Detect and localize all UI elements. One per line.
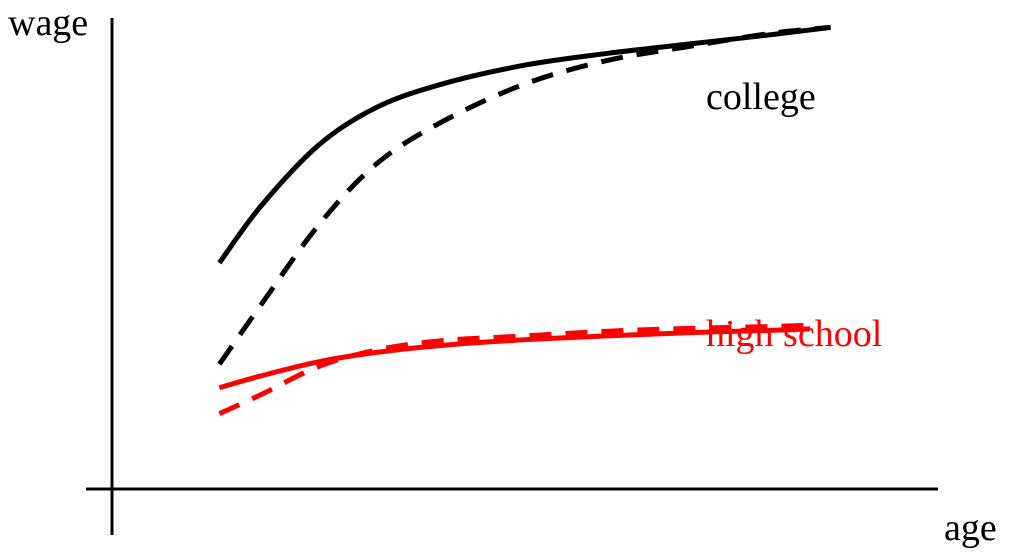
high-school-dashed-line <box>218 322 811 416</box>
y-axis-label: wage <box>8 2 88 44</box>
college-dashed-line <box>217 24 831 366</box>
series-label-college: college <box>706 76 816 118</box>
x-axis-label: age <box>944 507 997 549</box>
high-school-solid-line <box>218 326 811 391</box>
series-label-high-school: high school <box>706 313 882 355</box>
college-solid-line <box>217 24 831 265</box>
curves <box>217 24 831 416</box>
